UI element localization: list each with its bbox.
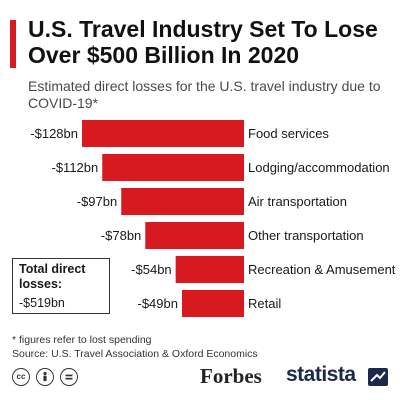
equal-icon[interactable] [60, 368, 78, 386]
statista-mark-icon [368, 368, 388, 386]
title-accent-bar [10, 20, 16, 68]
total-losses-box: Total direct losses: -$519bn [12, 258, 110, 314]
forbes-logo[interactable]: Forbes [200, 364, 262, 388]
footnote-note: * figures refer to lost spending [12, 334, 152, 346]
bar-value-label-1: -$112bn [52, 160, 99, 175]
bar-category-label-5: Retail [248, 296, 281, 311]
bar-value-label-3: -$78bn [101, 228, 141, 243]
page-subtitle: Estimated direct losses for the U.S. tra… [28, 78, 381, 111]
bar-category-label-0: Food services [248, 126, 329, 141]
page-title: U.S. Travel Industry Set To Lose Over $5… [28, 16, 378, 68]
bar-category-label-4: Recreation & Amusement [248, 262, 396, 277]
bar-value-label-4: -$54bn [131, 262, 171, 277]
bar-category-label-1: Lodging/accommodation [248, 160, 390, 175]
cc-icon[interactable]: cc [12, 368, 30, 386]
license-icons: cc [12, 368, 78, 386]
bar-0 [82, 120, 244, 147]
attribution-icon[interactable] [36, 368, 54, 386]
bar-5 [181, 290, 244, 317]
bar-value-label-5: -$49bn [138, 296, 178, 311]
bar-4 [175, 256, 244, 283]
bar-category-label-3: Other transportation [248, 228, 364, 243]
total-label: Total direct losses: [19, 262, 86, 291]
total-value: -$519bn [19, 296, 65, 310]
bar-3 [145, 222, 244, 249]
footnotes: * figures refer to lost spending Source:… [12, 333, 392, 361]
bar-value-label-2: -$97bn [77, 194, 117, 209]
bar-category-label-2: Air transportation [248, 194, 347, 209]
bar-1 [102, 154, 244, 181]
footnote-source: Source: U.S. Travel Association & Oxford… [12, 348, 258, 360]
bar-value-label-0: -$128bn [30, 126, 78, 141]
statista-logo[interactable]: statista [286, 363, 356, 386]
bar-2 [121, 188, 244, 215]
